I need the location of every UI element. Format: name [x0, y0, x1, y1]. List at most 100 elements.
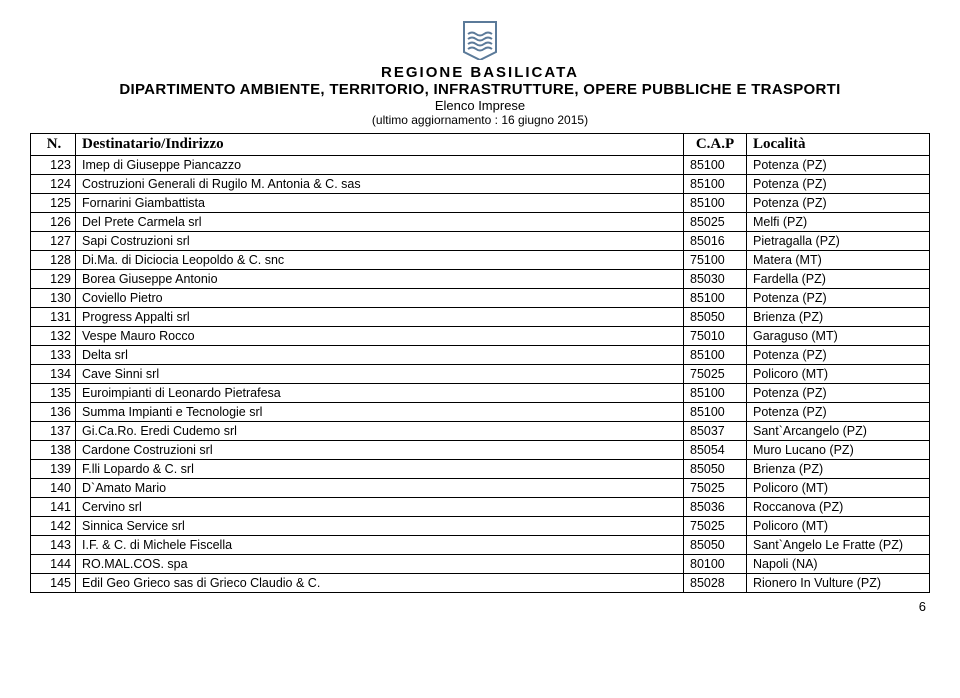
- cell-loc: Potenza (PZ): [747, 194, 930, 213]
- cell-loc: Policoro (MT): [747, 479, 930, 498]
- cell-n: 130: [31, 289, 76, 308]
- cell-n: 144: [31, 555, 76, 574]
- table-row: 139F.lli Lopardo & C. srl85050Brienza (P…: [31, 460, 930, 479]
- region-logo: [462, 20, 498, 60]
- table-row: 127Sapi Costruzioni srl85016Pietragalla …: [31, 232, 930, 251]
- cell-loc: Potenza (PZ): [747, 403, 930, 422]
- cell-cap: 85016: [684, 232, 747, 251]
- cell-cap: 85036: [684, 498, 747, 517]
- cell-loc: Rionero In Vulture (PZ): [747, 574, 930, 593]
- cell-dest: I.F. & C. di Michele Fiscella: [76, 536, 684, 555]
- table-row: 138Cardone Costruzioni srl85054Muro Luca…: [31, 441, 930, 460]
- cell-loc: Fardella (PZ): [747, 270, 930, 289]
- cell-n: 138: [31, 441, 76, 460]
- cell-loc: Potenza (PZ): [747, 289, 930, 308]
- cell-n: 125: [31, 194, 76, 213]
- cell-n: 143: [31, 536, 76, 555]
- table-row: 133Delta srl85100Potenza (PZ): [31, 346, 930, 365]
- cell-dest: Gi.Ca.Ro. Eredi Cudemo srl: [76, 422, 684, 441]
- cell-dest: Imep di Giuseppe Piancazzo: [76, 156, 684, 175]
- cell-loc: Potenza (PZ): [747, 156, 930, 175]
- imprese-table: N. Destinatario/Indirizzo C.A.P Località…: [30, 133, 930, 593]
- subtitle-elenco: Elenco Imprese: [30, 98, 930, 113]
- cell-n: 141: [31, 498, 76, 517]
- cell-dest: Sapi Costruzioni srl: [76, 232, 684, 251]
- cell-n: 134: [31, 365, 76, 384]
- table-row: 128Di.Ma. di Diciocia Leopoldo & C. snc7…: [31, 251, 930, 270]
- cell-cap: 85100: [684, 346, 747, 365]
- cell-loc: Pietragalla (PZ): [747, 232, 930, 251]
- cell-cap: 75025: [684, 517, 747, 536]
- cell-loc: Potenza (PZ): [747, 384, 930, 403]
- cell-loc: Matera (MT): [747, 251, 930, 270]
- cell-n: 127: [31, 232, 76, 251]
- table-row: 131Progress Appalti srl85050Brienza (PZ): [31, 308, 930, 327]
- cell-n: 131: [31, 308, 76, 327]
- cell-dest: Summa Impianti e Tecnologie srl: [76, 403, 684, 422]
- table-row: 140D`Amato Mario75025Policoro (MT): [31, 479, 930, 498]
- cell-cap: 85100: [684, 289, 747, 308]
- cell-n: 126: [31, 213, 76, 232]
- cell-n: 133: [31, 346, 76, 365]
- cell-cap: 85050: [684, 536, 747, 555]
- region-title: REGIONE BASILICATA: [30, 64, 930, 81]
- cell-dest: Sinnica Service srl: [76, 517, 684, 536]
- cell-dest: Delta srl: [76, 346, 684, 365]
- cell-cap: 85100: [684, 403, 747, 422]
- cell-cap: 85050: [684, 460, 747, 479]
- cell-cap: 85100: [684, 156, 747, 175]
- table-header-row: N. Destinatario/Indirizzo C.A.P Località: [31, 134, 930, 156]
- cell-dest: Cave Sinni srl: [76, 365, 684, 384]
- cell-cap: 85100: [684, 175, 747, 194]
- cell-loc: Napoli (NA): [747, 555, 930, 574]
- cell-loc: Melfi (PZ): [747, 213, 930, 232]
- cell-n: 124: [31, 175, 76, 194]
- cell-cap: 85025: [684, 213, 747, 232]
- cell-cap: 85028: [684, 574, 747, 593]
- cell-cap: 85100: [684, 194, 747, 213]
- cell-dest: Progress Appalti srl: [76, 308, 684, 327]
- table-row: 132Vespe Mauro Rocco75010Garaguso (MT): [31, 327, 930, 346]
- cell-n: 136: [31, 403, 76, 422]
- document-header: REGIONE BASILICATA DIPARTIMENTO AMBIENTE…: [30, 64, 930, 127]
- cell-loc: Garaguso (MT): [747, 327, 930, 346]
- col-header-dest: Destinatario/Indirizzo: [76, 134, 684, 156]
- col-header-cap: C.A.P: [684, 134, 747, 156]
- cell-dest: Del Prete Carmela srl: [76, 213, 684, 232]
- cell-loc: Sant`Angelo Le Fratte (PZ): [747, 536, 930, 555]
- cell-dest: RO.MAL.COS. spa: [76, 555, 684, 574]
- cell-n: 142: [31, 517, 76, 536]
- department-title: DIPARTIMENTO AMBIENTE, TERRITORIO, INFRA…: [30, 81, 930, 98]
- cell-loc: Policoro (MT): [747, 517, 930, 536]
- table-row: 123Imep di Giuseppe Piancazzo85100Potenz…: [31, 156, 930, 175]
- table-row: 125Fornarini Giambattista85100Potenza (P…: [31, 194, 930, 213]
- table-row: 141Cervino srl85036Roccanova (PZ): [31, 498, 930, 517]
- table-row: 144RO.MAL.COS. spa80100Napoli (NA): [31, 555, 930, 574]
- cell-loc: Roccanova (PZ): [747, 498, 930, 517]
- cell-loc: Brienza (PZ): [747, 460, 930, 479]
- cell-dest: Fornarini Giambattista: [76, 194, 684, 213]
- table-row: 129Borea Giuseppe Antonio85030Fardella (…: [31, 270, 930, 289]
- cell-dest: Edil Geo Grieco sas di Grieco Claudio & …: [76, 574, 684, 593]
- cell-cap: 85100: [684, 384, 747, 403]
- cell-dest: Borea Giuseppe Antonio: [76, 270, 684, 289]
- cell-n: 128: [31, 251, 76, 270]
- cell-n: 129: [31, 270, 76, 289]
- cell-loc: Muro Lucano (PZ): [747, 441, 930, 460]
- cell-cap: 75100: [684, 251, 747, 270]
- table-row: 136Summa Impianti e Tecnologie srl85100P…: [31, 403, 930, 422]
- col-header-n: N.: [31, 134, 76, 156]
- cell-cap: 85050: [684, 308, 747, 327]
- cell-n: 137: [31, 422, 76, 441]
- table-row: 137Gi.Ca.Ro. Eredi Cudemo srl85037Sant`A…: [31, 422, 930, 441]
- cell-n: 139: [31, 460, 76, 479]
- cell-cap: 75010: [684, 327, 747, 346]
- cell-n: 140: [31, 479, 76, 498]
- page-number: 6: [30, 599, 930, 614]
- table-row: 126Del Prete Carmela srl85025Melfi (PZ): [31, 213, 930, 232]
- cell-dest: Di.Ma. di Diciocia Leopoldo & C. snc: [76, 251, 684, 270]
- cell-cap: 80100: [684, 555, 747, 574]
- cell-loc: Brienza (PZ): [747, 308, 930, 327]
- cell-n: 132: [31, 327, 76, 346]
- cell-dest: Euroimpianti di Leonardo Pietrafesa: [76, 384, 684, 403]
